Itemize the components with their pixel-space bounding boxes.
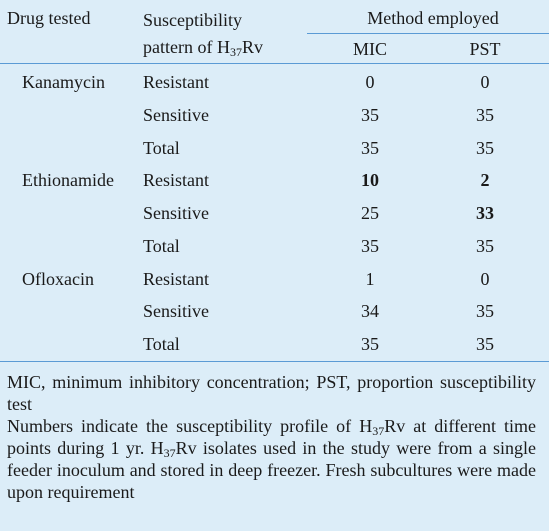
- value-cell: 35: [476, 235, 494, 256]
- value-cell: 1: [365, 268, 375, 289]
- header-rule: [0, 63, 549, 64]
- pattern: Resistant: [143, 268, 209, 289]
- header-pst: PST: [469, 39, 501, 59]
- value-cell: 35: [476, 104, 494, 125]
- header-method: Method employed: [367, 8, 499, 28]
- value-cell: 35: [361, 235, 379, 256]
- value-cell: 33: [476, 203, 494, 223]
- header-drug: Drug tested: [7, 8, 91, 28]
- value-cell: 35: [476, 334, 494, 354]
- drug-name: Ethionamide: [22, 170, 114, 191]
- pattern: Sensitive: [143, 301, 209, 322]
- value-cell: 35: [361, 137, 379, 158]
- pattern: Sensitive: [143, 104, 209, 125]
- value-cell: 35: [361, 104, 379, 125]
- value-cell: 25: [361, 203, 379, 223]
- value-cell: 35: [476, 137, 494, 158]
- note-abbreviations: MIC, minimum inhibitory concentration; P…: [7, 372, 536, 414]
- pattern: Total: [143, 334, 180, 354]
- value-cell: 0: [480, 268, 490, 289]
- value-cell: 35: [361, 334, 379, 354]
- value-cell: 2: [480, 170, 490, 191]
- subscript: 37: [372, 424, 385, 438]
- subscript: 37: [229, 45, 242, 59]
- subscript: 37: [163, 446, 176, 460]
- value-cell: 34: [361, 301, 379, 322]
- text-run: Numbers indicate the susceptibility prof…: [7, 416, 373, 436]
- text-run: Susceptibility: [143, 10, 242, 30]
- footer-rule: [0, 361, 549, 362]
- drug-name: Ofloxacin: [22, 268, 94, 289]
- pattern: Total: [143, 235, 180, 256]
- text-run: Rv at different time points during 1 yr.…: [7, 416, 536, 458]
- value-cell: 10: [361, 170, 379, 191]
- drug-name: Kanamycin: [22, 72, 105, 92]
- text-run: pattern of H: [143, 37, 230, 57]
- footnotes: MIC, minimum inhibitory concentration; P…: [7, 371, 536, 503]
- value-cell: 0: [365, 72, 375, 92]
- pattern: Resistant: [143, 72, 209, 92]
- header-pattern: Susceptibility pattern of H37Rv: [143, 7, 263, 61]
- pattern: Resistant: [143, 170, 209, 191]
- pattern: Total: [143, 137, 180, 158]
- header-divider: [307, 33, 549, 34]
- header-mic: MIC: [352, 39, 387, 59]
- value-cell: 35: [476, 301, 494, 322]
- pattern: Sensitive: [143, 203, 209, 223]
- text-run: Rv isolates used in the study were from …: [7, 438, 536, 502]
- note-description: Numbers indicate the susceptibility prof…: [7, 415, 536, 503]
- value-cell: 0: [480, 72, 490, 92]
- text-run: Rv: [241, 37, 263, 57]
